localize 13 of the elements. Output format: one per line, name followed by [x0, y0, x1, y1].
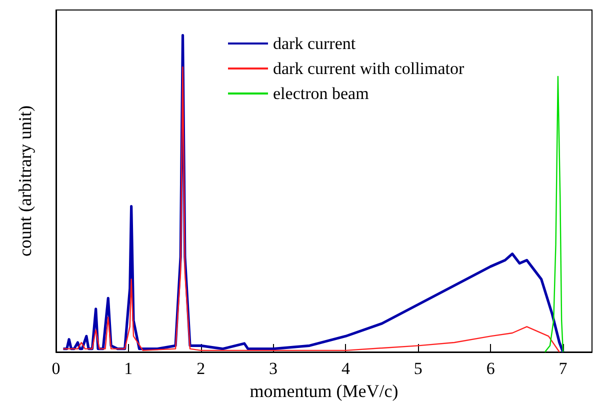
x-tick-label: 5	[414, 359, 422, 378]
x-tick-label: 3	[269, 359, 278, 378]
x-axis-title: momentum (MeV/c)	[250, 381, 398, 401]
x-tick-label: 7	[558, 359, 568, 378]
y-axis-title: count (arbitrary unit)	[15, 106, 35, 256]
x-tick-label: 2	[196, 359, 206, 378]
legend-label: dark current	[273, 34, 356, 53]
x-tick-label: 4	[341, 359, 350, 378]
x-tick-label: 6	[486, 359, 495, 378]
x-tick-label: 0	[52, 359, 60, 378]
x-tick-label: 1	[124, 359, 133, 378]
legend-label: electron beam	[273, 84, 369, 103]
legend-label: dark current with collimator	[273, 59, 465, 78]
